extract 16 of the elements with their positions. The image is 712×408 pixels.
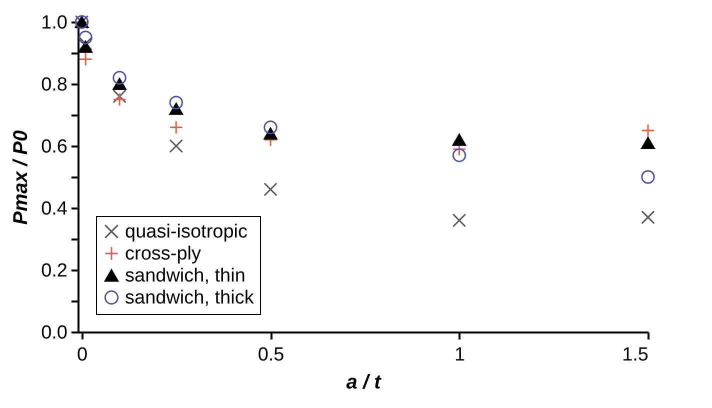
legend-label: sandwich, thin (125, 266, 246, 286)
x-tick-label: 0 (76, 344, 88, 366)
y-tick-label: 0.6 (41, 136, 68, 158)
y-tick-label: 0.8 (41, 74, 68, 96)
y-axis-title: Pmax / P0 (10, 130, 32, 225)
x-tick-label: 1 (454, 344, 466, 366)
x-tick-label: 0.5 (258, 344, 284, 366)
legend-label: cross-ply (125, 244, 202, 264)
text: 0.0 (41, 322, 68, 344)
legend-label: sandwich, thick (125, 288, 254, 308)
x-tick-label: 1.5 (622, 344, 648, 366)
x-axis-title: a / t (346, 372, 382, 394)
y-tick-label: 1.0 (41, 12, 68, 34)
y-tick-label: 0.2 (41, 260, 68, 282)
y-tick-label: 0.4 (41, 198, 68, 220)
legend-label: quasi-isotropic (125, 222, 248, 242)
